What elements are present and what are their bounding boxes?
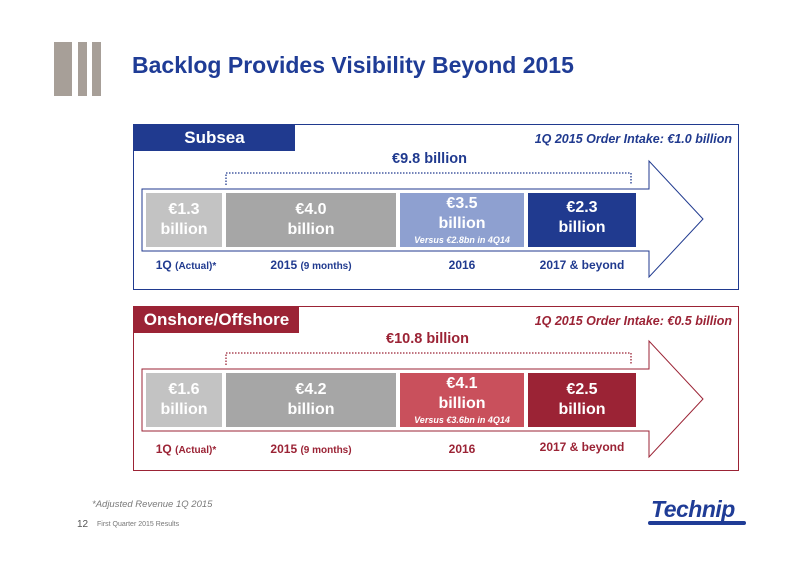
subsea-label-2015: 2015 (9 months)	[270, 258, 352, 272]
footer-title: First Quarter 2015 Results	[97, 521, 180, 528]
onshore-offshore-label-2017: 2017 & beyond	[539, 440, 625, 454]
onshore-offshore-order-intake: 1Q 2015 Order Intake: €0.5 billion	[534, 314, 732, 328]
onshore-offshore-bracket	[225, 352, 632, 365]
segment-unit: billion	[438, 215, 486, 232]
onshore-offshore-arrow	[141, 339, 704, 459]
segment-value: €2.5	[566, 381, 598, 398]
subsea-seg-2017: €2.3 billion	[528, 193, 636, 247]
subsea-order-intake: 1Q 2015 Order Intake: €1.0 billion	[534, 132, 732, 146]
segment-unit: billion	[558, 401, 606, 418]
segment-value: €3.5	[446, 195, 478, 212]
segment-value: €4.2	[295, 381, 327, 398]
subsea-seg-1q: €1.3 billion	[146, 193, 222, 247]
segment-value: €4.0	[295, 201, 327, 218]
onshore-offshore-label-2015: 2015 (9 months)	[270, 442, 352, 456]
subsea-label-1q: 1Q (Actual)*	[155, 258, 217, 272]
subsea-seg-2016: €3.5 billion Versus €2.8bn in 4Q14	[400, 193, 524, 247]
segment-value: €4.1	[446, 375, 478, 392]
subsea-panel: Subsea 1Q 2015 Order Intake: €1.0 billio…	[133, 124, 739, 290]
onshore-offshore-panel: Onshore/Offshore 1Q 2015 Order Intake: €…	[133, 306, 739, 471]
technip-logo-swoosh	[648, 521, 746, 525]
segment-value: €1.3	[168, 201, 200, 218]
technip-logo: Technip	[651, 496, 735, 522]
onshore-offshore-seg-2016: €4.1 billion Versus €3.6bn in 4Q14	[400, 373, 524, 427]
segment-value: €2.3	[566, 199, 598, 216]
onshore-offshore-seg-2017: €2.5 billion	[528, 373, 636, 427]
subsea-arrow	[141, 159, 704, 279]
segment-unit: billion	[287, 401, 335, 418]
slide-title: Backlog Provides Visibility Beyond 2015	[132, 52, 574, 78]
subsea-label-2017: 2017 & beyond	[539, 258, 625, 272]
onshore-offshore-seg-1q: €1.6 billion	[146, 373, 222, 427]
segment-unit: billion	[287, 221, 335, 238]
onshore-offshore-tab: Onshore/Offshore	[134, 307, 299, 333]
segment-unit: billion	[438, 395, 486, 412]
onshore-offshore-label-2016: 2016	[448, 442, 476, 456]
segment-unit: billion	[558, 219, 606, 236]
segment-unit: billion	[160, 401, 208, 418]
page-number: 12	[77, 519, 89, 530]
subsea-total: €9.8 billion	[392, 151, 467, 167]
subsea-label-2016: 2016	[448, 258, 476, 272]
onshore-offshore-seg-2015: €4.2 billion	[226, 373, 396, 427]
onshore-offshore-label-1q: 1Q (Actual)*	[155, 442, 217, 456]
subsea-tab: Subsea	[134, 125, 295, 151]
footnote: *Adjusted Revenue 1Q 2015	[92, 499, 213, 510]
subsea-seg-2015: €4.0 billion	[226, 193, 396, 247]
segment-note: Versus €2.8bn in 4Q14	[414, 235, 510, 245]
segment-value: €1.6	[168, 381, 200, 398]
header-bars-logo	[54, 42, 114, 96]
onshore-offshore-total: €10.8 billion	[386, 331, 469, 347]
subsea-bracket	[225, 172, 632, 185]
segment-note: Versus €3.6bn in 4Q14	[414, 415, 510, 425]
segment-unit: billion	[160, 221, 208, 238]
